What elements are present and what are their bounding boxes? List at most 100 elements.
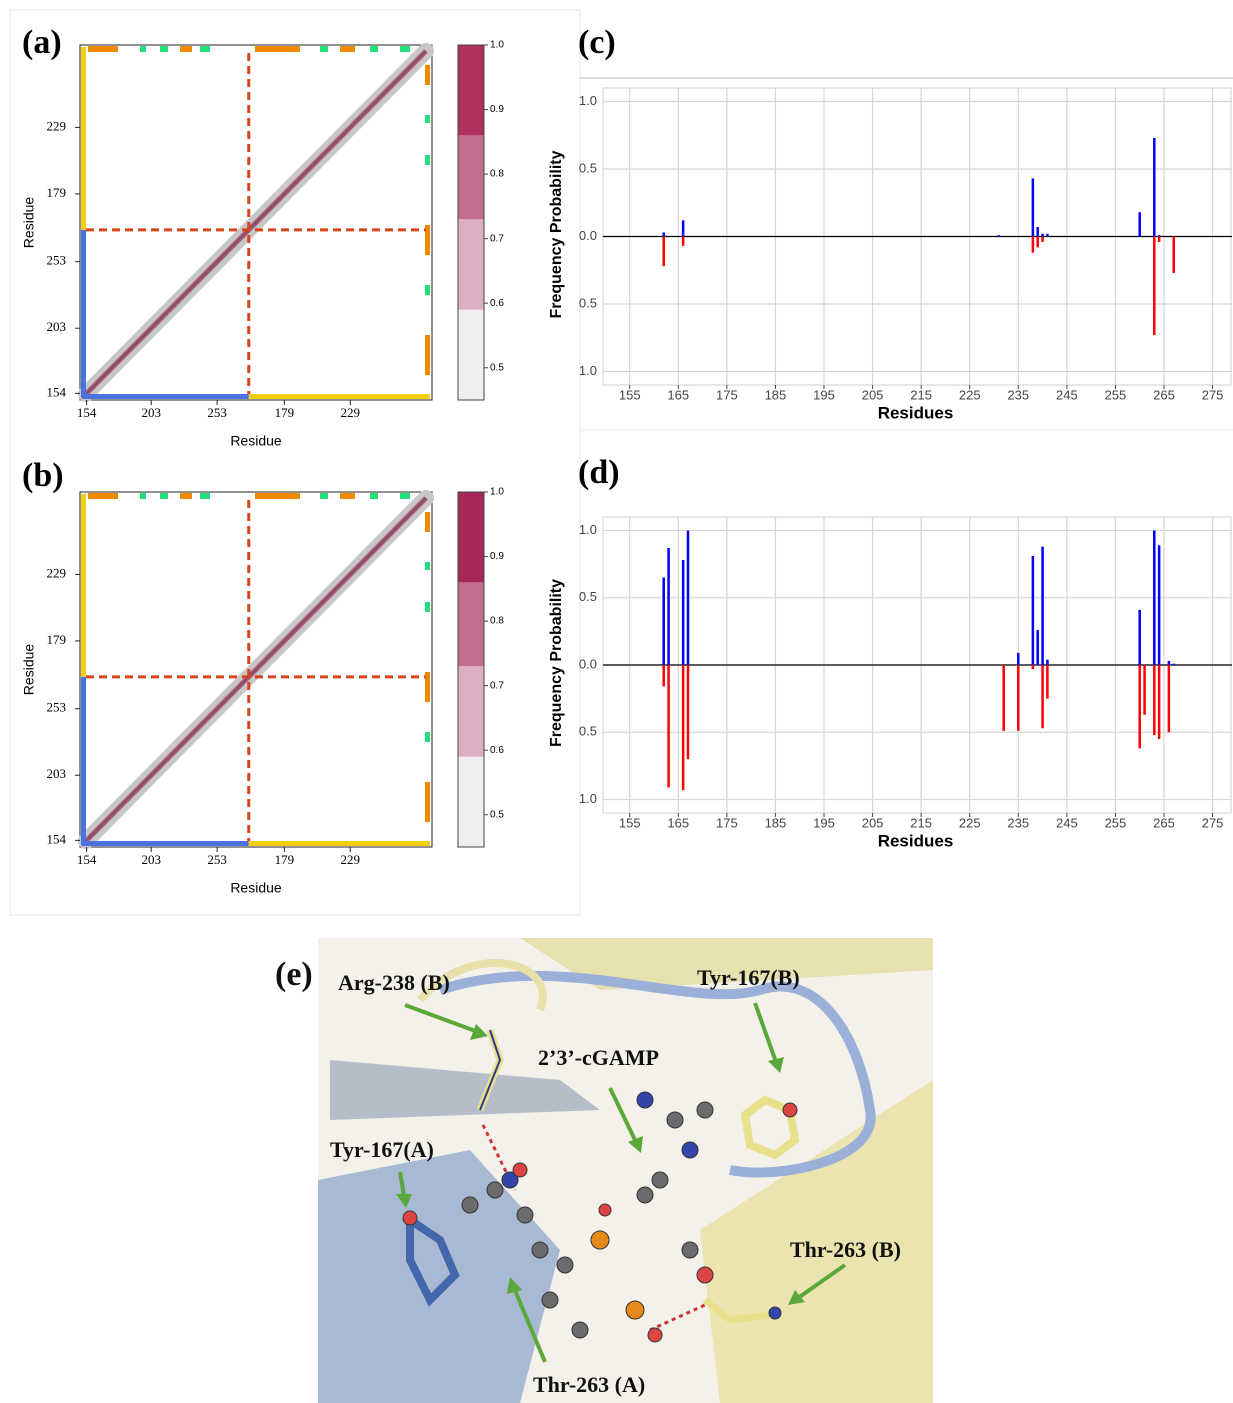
y-tick-label: 154 xyxy=(47,384,67,399)
x-tick-label: 203 xyxy=(141,405,161,420)
molecule-illustration xyxy=(318,938,933,1403)
x-axis-label: Residues xyxy=(878,831,954,850)
y-tick-label: 203 xyxy=(47,319,67,334)
y-tick-label: 1.0 xyxy=(579,363,597,378)
x-tick-label: 165 xyxy=(667,815,689,830)
chain-bar xyxy=(81,229,86,398)
colorbar-label: 0.9 xyxy=(490,104,504,115)
x-tick-label: 175 xyxy=(716,387,738,402)
x-tick-label: 253 xyxy=(207,405,227,420)
x-tick-label: 205 xyxy=(862,815,884,830)
colorbar-band xyxy=(458,45,484,136)
y-tick-label: 0.5 xyxy=(579,160,597,175)
structure-mark xyxy=(140,493,146,499)
chain-bar xyxy=(81,47,86,230)
colorbar-label: 0.6 xyxy=(490,745,504,756)
structure-mark xyxy=(180,46,192,52)
x-tick-label: 203 xyxy=(141,852,161,867)
colorbar-label: 1.0 xyxy=(490,40,504,51)
x-axis-label: Residue xyxy=(230,880,282,896)
panel-label: (a) xyxy=(22,24,62,61)
x-tick-label: 179 xyxy=(275,405,295,420)
structure-mark xyxy=(255,46,300,52)
structure-mark xyxy=(425,732,430,742)
structure-mark xyxy=(425,335,430,375)
structure-mark xyxy=(425,512,430,532)
y-tick-label: 229 xyxy=(47,565,67,580)
x-tick-label: 255 xyxy=(1105,815,1127,830)
structure-mark xyxy=(320,493,328,499)
x-tick-label: 229 xyxy=(341,852,361,867)
structure-mark xyxy=(425,155,430,165)
y-tick-label: 253 xyxy=(47,700,67,715)
colorbar-label: 0.5 xyxy=(490,362,504,373)
structure-mark xyxy=(370,46,378,52)
annotation: Arg-238 (B) xyxy=(338,970,450,995)
x-tick-label: 215 xyxy=(910,387,932,402)
structure-mark xyxy=(140,46,146,52)
colorbar-band xyxy=(458,666,484,757)
y-tick-label: 253 xyxy=(47,253,67,268)
colorbar-band xyxy=(458,219,484,310)
y-tick-label: 1.0 xyxy=(579,791,597,806)
x-tick-label: 195 xyxy=(813,815,835,830)
x-tick-label: 245 xyxy=(1056,815,1078,830)
structure-mark xyxy=(200,493,210,499)
colorbar-frame xyxy=(457,44,485,401)
y-axis-label: Frequency Probability xyxy=(548,150,565,318)
annotation: Tyr-167(B) xyxy=(697,965,800,990)
x-tick-label: 265 xyxy=(1153,815,1175,830)
colorbar-band xyxy=(458,582,484,667)
panel-label: (b) xyxy=(22,457,64,494)
chain-bar xyxy=(82,841,249,846)
structure-mark xyxy=(425,225,430,255)
colorbar-label: 0.8 xyxy=(490,169,504,180)
structure-mark xyxy=(88,46,118,52)
structure-mark xyxy=(425,602,430,612)
colorbar-label: 0.9 xyxy=(490,551,504,562)
chain-bar xyxy=(81,494,86,677)
x-tick-label: 265 xyxy=(1153,387,1175,402)
colorbar-band xyxy=(458,756,484,847)
y-tick-label: 0.5 xyxy=(579,589,597,604)
y-tick-label: 1.0 xyxy=(579,522,597,537)
colorbar-label: 0.7 xyxy=(490,680,504,691)
y-tick-label: 1.0 xyxy=(579,93,597,108)
y-tick-label: 0.5 xyxy=(579,724,597,739)
y-tick-label: 203 xyxy=(47,766,67,781)
structure-mark xyxy=(88,493,118,499)
y-tick-label: 179 xyxy=(47,632,67,647)
panel-label: (d) xyxy=(578,454,620,491)
chain-bar xyxy=(248,394,430,399)
diagonal-band xyxy=(85,50,427,395)
x-tick-label: 165 xyxy=(667,387,689,402)
x-tick-label: 255 xyxy=(1105,387,1127,402)
chain-bar xyxy=(248,841,430,846)
x-tick-label: 275 xyxy=(1202,387,1224,402)
colorbar-frame xyxy=(457,491,485,848)
y-axis-label: Residue xyxy=(21,644,37,696)
x-tick-label: 155 xyxy=(619,387,641,402)
structure-mark xyxy=(425,672,430,702)
structure-mark xyxy=(160,493,168,499)
x-tick-label: 154 xyxy=(77,405,97,420)
diagonal-band xyxy=(85,497,427,842)
colorbar-label: 0.7 xyxy=(490,233,504,244)
panel-frame xyxy=(9,9,581,916)
structure-mark xyxy=(340,46,355,52)
x-tick-label: 235 xyxy=(1007,387,1029,402)
x-tick-label: 235 xyxy=(1007,815,1029,830)
y-tick-label: 0.5 xyxy=(579,295,597,310)
colorbar-band xyxy=(458,309,484,400)
x-tick-label: 275 xyxy=(1202,815,1224,830)
colorbar-label: 0.6 xyxy=(490,298,504,309)
chain-bar xyxy=(82,394,249,399)
structure-mark xyxy=(425,562,430,570)
y-tick-label: 154 xyxy=(47,831,67,846)
y-axis-label: Frequency Probability xyxy=(548,579,565,747)
panel-label: (c) xyxy=(578,24,616,61)
x-tick-label: 185 xyxy=(765,815,787,830)
x-axis-label: Residue xyxy=(230,433,282,449)
